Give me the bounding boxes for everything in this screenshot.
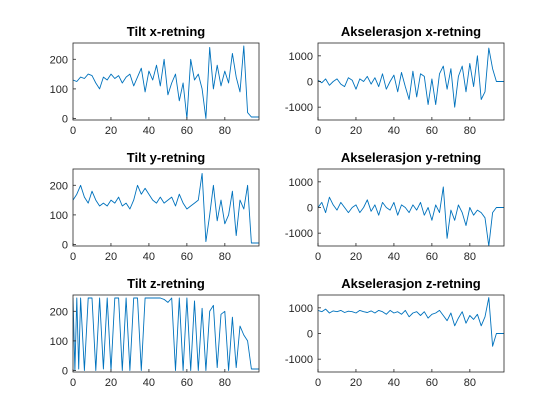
series-line (73, 45, 259, 119)
x-tick-label: 60 (426, 377, 438, 389)
series-line (318, 186, 504, 246)
subplot-tilt-y: Tilt y-retning 0 20 40 60 80 0 100 200 (50, 150, 260, 263)
x-tick-label: 40 (143, 377, 155, 389)
y-tick-label: 200 (50, 180, 68, 192)
x-tick-label: 20 (105, 125, 117, 137)
x-tick-label: 20 (350, 125, 362, 137)
x-tick-label: 0 (70, 377, 76, 389)
y-tick-label: 100 (50, 210, 68, 222)
y-tick-label: 0 (307, 329, 313, 341)
axes-box (72, 42, 260, 121)
x-tick-label: 80 (219, 251, 231, 263)
subplot-title: Tilt z-retning (127, 276, 205, 291)
y-tick-label: 1000 (289, 51, 313, 63)
subplot-title: Akselerasjon x-retning (341, 24, 481, 39)
x-tick-label: 40 (143, 251, 155, 263)
y-tick-label: 0 (62, 240, 68, 252)
y-tick-label: 1000 (289, 303, 313, 315)
y-tick-label: 200 (50, 54, 68, 66)
x-tick-label: 0 (70, 251, 76, 263)
x-tick-label: 40 (388, 125, 400, 137)
subplot-tilt-x: Tilt x-retning 0 20 40 60 80 0 100 200 (50, 24, 260, 137)
x-tick-label: 40 (388, 377, 400, 389)
y-tick-label: 0 (62, 366, 68, 378)
x-tick-label: 60 (426, 125, 438, 137)
y-tick-label: 0 (62, 114, 68, 126)
x-tick-label: 60 (181, 125, 193, 137)
y-tick-label: 1000 (289, 177, 313, 189)
series-line (73, 172, 259, 244)
series-line (73, 297, 259, 371)
y-tick-label: 100 (50, 336, 68, 348)
x-tick-label: 0 (315, 251, 321, 263)
x-tick-label: 60 (181, 377, 193, 389)
y-tick-label: -1000 (285, 354, 313, 366)
x-tick-label: 20 (105, 251, 117, 263)
axes-box (72, 294, 260, 373)
x-tick-label: 20 (350, 377, 362, 389)
y-tick-label: 0 (307, 203, 313, 215)
series-line (318, 297, 504, 347)
x-tick-label: 60 (181, 251, 193, 263)
subplot-title: Akselerasjon z-retning (341, 276, 480, 291)
subplot-title: Akselerasjon y-retning (341, 150, 481, 165)
x-tick-label: 60 (426, 251, 438, 263)
x-tick-label: 0 (315, 125, 321, 137)
x-tick-label: 0 (70, 125, 76, 137)
y-tick-label: 0 (307, 77, 313, 89)
subplot-tilt-z: Tilt z-retning 0 20 40 60 80 0 100 200 (50, 276, 260, 389)
x-tick-label: 0 (315, 377, 321, 389)
x-tick-label: 40 (388, 251, 400, 263)
x-tick-label: 20 (105, 377, 117, 389)
subplot-title: Tilt y-retning (127, 150, 206, 165)
x-tick-label: 40 (143, 125, 155, 137)
subplot-akselerasjon-x: Akselerasjon x-retning 0 20 40 60 80-1000010… (285, 24, 505, 137)
x-tick-label: 80 (464, 251, 476, 263)
subplot-title: Tilt x-retning (127, 24, 206, 39)
y-tick-label: 200 (50, 306, 68, 318)
series-line (318, 47, 504, 108)
y-tick-label: -1000 (285, 102, 313, 114)
subplot-akselerasjon-y: Akselerasjon y-retning 0 20 40 60 80-1000010… (285, 150, 505, 263)
y-tick-label: 100 (50, 84, 68, 96)
x-tick-label: 80 (219, 125, 231, 137)
y-tick-label: -1000 (285, 228, 313, 240)
x-tick-label: 80 (219, 377, 231, 389)
x-tick-label: 80 (464, 377, 476, 389)
x-tick-label: 80 (464, 125, 476, 137)
axes-box (72, 168, 260, 247)
x-tick-label: 20 (350, 251, 362, 263)
subplot-akselerasjon-z: Akselerasjon z-retning 0 20 40 60 80-1000010… (285, 276, 505, 389)
